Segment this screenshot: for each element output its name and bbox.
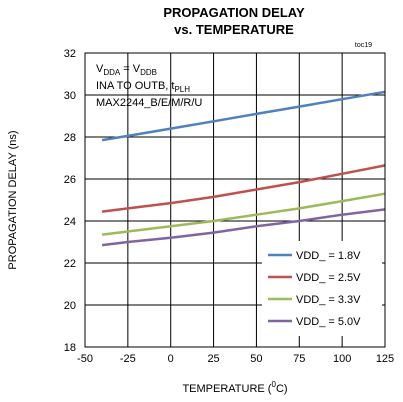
- x-tick-label: -50: [77, 353, 93, 365]
- y-axis-label: PROPAGATION DELAY (ns): [7, 130, 19, 269]
- legend-label-4: VDD_ = 5.0V: [296, 316, 361, 328]
- x-tick-label: 50: [250, 353, 262, 365]
- x-tick-label: 75: [293, 353, 305, 365]
- annotation-line3: MAX2244_B/E/M/R/U: [96, 97, 202, 109]
- x-axis-label: TEMPERATURE (0C): [182, 380, 287, 395]
- x-tick-label: 125: [376, 353, 394, 365]
- series-line-1: [101, 90, 386, 142]
- annotation-line1: VDDA = VDDB: [96, 63, 157, 77]
- chart-title-line1: PROPAGATION DELAY: [163, 5, 305, 20]
- y-tick-label: 32: [64, 48, 76, 60]
- x-tick-label: -25: [120, 353, 136, 365]
- annotation-sub-ddb: DDB: [140, 68, 157, 77]
- y-tick-label: 26: [64, 174, 76, 186]
- series-line-4: [101, 208, 386, 247]
- x-axis-label-prefix: TEMPERATURE (: [182, 383, 271, 395]
- chart-title-line2: vs. TEMPERATURE: [174, 22, 294, 37]
- y-tick-label: 20: [64, 300, 76, 312]
- annotation-eq: = V: [120, 63, 141, 75]
- x-tick-label: 100: [333, 353, 351, 365]
- toc-label: toc19: [355, 42, 372, 49]
- legend-label-1: VDD_ = 1.8V: [296, 250, 361, 262]
- annotation-v1: V: [96, 63, 104, 75]
- series-line-2: [101, 164, 386, 213]
- grid: [84, 52, 386, 348]
- tick-labels: -50 -25 0 25 50 75 100 125 18 20 22 24 26 28 30 32: [64, 48, 394, 365]
- x-axis-label-suffix: C): [276, 383, 288, 395]
- plot-frame: [84, 52, 386, 348]
- x-axis-label-sup: 0: [271, 380, 276, 389]
- x-tick-label: 0: [168, 353, 174, 365]
- y-tick-label: 24: [64, 216, 76, 228]
- annotation-line2: INA TO OUTB, tPLH: [96, 80, 190, 94]
- y-tick-label: 28: [64, 132, 76, 144]
- y-tick-label: 18: [64, 342, 76, 354]
- series-layer: [101, 90, 386, 247]
- annotation-sub-plh: PLH: [174, 85, 190, 94]
- annotation-main: INA TO OUTB, t: [96, 80, 174, 92]
- legend-label-3: VDD_ = 3.3V: [296, 294, 361, 306]
- x-tick-label: 25: [207, 353, 219, 365]
- legend-label-2: VDD_ = 2.5V: [296, 272, 361, 284]
- y-tick-label: 22: [64, 258, 76, 270]
- legend: VDD_ = 1.8V VDD_ = 2.5V VDD_ = 3.3V VDD_ = …: [268, 250, 361, 328]
- y-tick-label: 30: [64, 90, 76, 102]
- annotation-sub-dda: DDA: [103, 68, 121, 77]
- series-line-3: [101, 192, 386, 236]
